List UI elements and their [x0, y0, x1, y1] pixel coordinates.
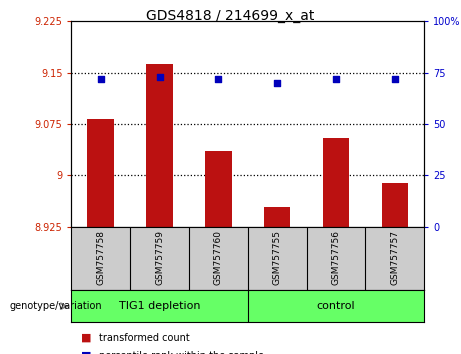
Bar: [71, 290, 248, 322]
Text: GSM757757: GSM757757: [390, 230, 399, 285]
Bar: [146, 64, 173, 227]
Text: GDS4818 / 214699_x_at: GDS4818 / 214699_x_at: [146, 9, 315, 23]
Point: [391, 76, 399, 81]
Bar: [88, 119, 114, 227]
Text: genotype/variation: genotype/variation: [9, 301, 102, 311]
Text: GSM757755: GSM757755: [272, 230, 282, 285]
Bar: [323, 138, 349, 227]
Point: [332, 76, 340, 81]
Text: GSM757756: GSM757756: [331, 230, 341, 285]
Text: control: control: [317, 301, 355, 311]
Bar: [205, 151, 231, 227]
Point: [156, 74, 163, 80]
Text: transformed count: transformed count: [99, 333, 190, 343]
Text: ■: ■: [81, 351, 91, 354]
Text: GSM757760: GSM757760: [214, 230, 223, 285]
Bar: [382, 183, 408, 227]
Point: [273, 80, 281, 86]
Text: GSM757759: GSM757759: [155, 230, 164, 285]
Bar: [264, 207, 290, 227]
Point: [215, 76, 222, 81]
Text: TIG1 depletion: TIG1 depletion: [119, 301, 201, 311]
Bar: [248, 290, 424, 322]
Text: percentile rank within the sample: percentile rank within the sample: [99, 351, 264, 354]
Text: GSM757758: GSM757758: [96, 230, 106, 285]
Text: ■: ■: [81, 333, 91, 343]
Point: [97, 76, 104, 81]
